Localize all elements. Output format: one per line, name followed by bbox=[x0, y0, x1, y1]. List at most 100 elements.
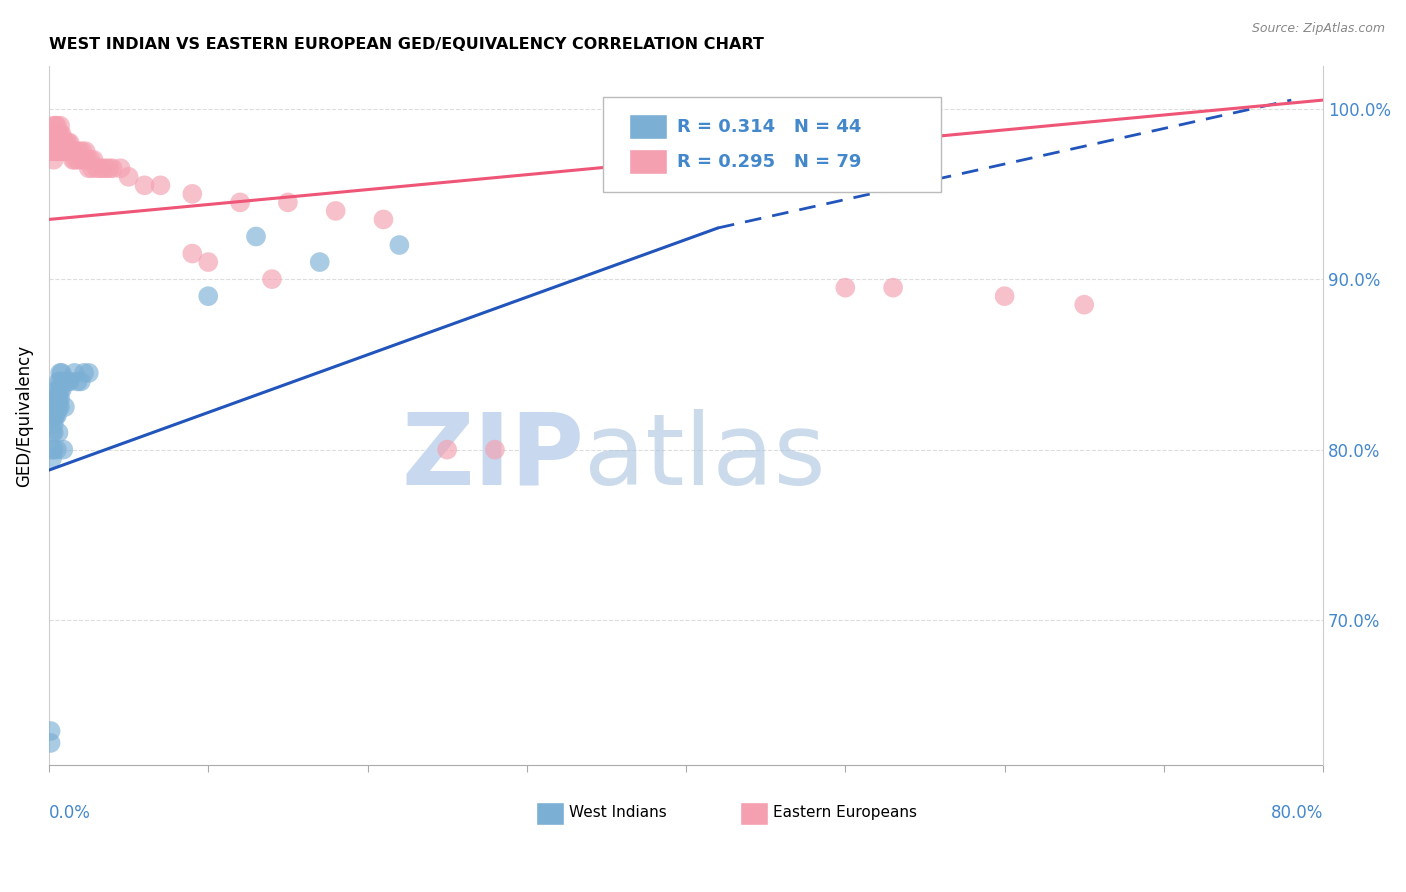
Point bbox=[42, 136, 65, 150]
Point bbox=[44, 127, 66, 141]
Bar bbox=[628, 149, 666, 174]
Text: WEST INDIAN VS EASTERN EUROPEAN GED/EQUIVALENCY CORRELATION CHART: WEST INDIAN VS EASTERN EUROPEAN GED/EQUI… bbox=[49, 37, 763, 53]
Point bbox=[41, 136, 63, 150]
Point bbox=[45, 392, 67, 406]
Point bbox=[197, 289, 219, 303]
Point bbox=[41, 145, 63, 159]
Point bbox=[51, 136, 73, 150]
Point bbox=[48, 425, 70, 440]
Point bbox=[86, 161, 108, 176]
Point bbox=[59, 136, 82, 150]
Point bbox=[63, 153, 86, 167]
Point bbox=[69, 153, 91, 167]
Point bbox=[66, 153, 89, 167]
Point bbox=[49, 366, 72, 380]
Point bbox=[45, 442, 67, 457]
Point bbox=[44, 409, 66, 423]
Text: atlas: atlas bbox=[583, 409, 825, 506]
Point bbox=[48, 145, 70, 159]
Point bbox=[49, 400, 72, 414]
Point bbox=[73, 366, 96, 380]
Point bbox=[197, 255, 219, 269]
Point bbox=[260, 272, 283, 286]
Point bbox=[59, 145, 82, 159]
Text: R = 0.295   N = 79: R = 0.295 N = 79 bbox=[678, 153, 862, 170]
Point bbox=[45, 136, 67, 150]
Point bbox=[49, 392, 72, 406]
Point bbox=[45, 119, 67, 133]
Point bbox=[44, 392, 66, 406]
Point bbox=[52, 145, 75, 159]
Point bbox=[110, 161, 132, 176]
Point bbox=[56, 145, 79, 159]
Point bbox=[63, 366, 86, 380]
Point bbox=[373, 212, 395, 227]
Bar bbox=[536, 802, 564, 824]
Point bbox=[49, 127, 72, 141]
Point bbox=[117, 169, 139, 184]
Point bbox=[39, 127, 62, 141]
Text: 0.0%: 0.0% bbox=[49, 804, 91, 822]
Point bbox=[48, 383, 70, 397]
Point bbox=[41, 451, 63, 466]
Text: West Indians: West Indians bbox=[569, 805, 666, 820]
Point bbox=[75, 145, 97, 159]
Bar bbox=[628, 114, 666, 139]
Point bbox=[229, 195, 252, 210]
Text: Eastern Europeans: Eastern Europeans bbox=[773, 805, 917, 820]
Point bbox=[49, 375, 72, 389]
Point bbox=[52, 442, 75, 457]
Point bbox=[277, 195, 299, 210]
Point bbox=[44, 145, 66, 159]
Point bbox=[48, 127, 70, 141]
Point bbox=[44, 409, 66, 423]
Point bbox=[72, 145, 94, 159]
Point bbox=[41, 127, 63, 141]
Point bbox=[44, 119, 66, 133]
Point bbox=[83, 153, 105, 167]
Point bbox=[42, 153, 65, 167]
Point bbox=[436, 442, 458, 457]
Point bbox=[44, 400, 66, 414]
Point bbox=[39, 136, 62, 150]
Point bbox=[308, 255, 330, 269]
Point bbox=[53, 400, 76, 414]
Point bbox=[48, 375, 70, 389]
Point bbox=[67, 145, 90, 159]
Point bbox=[45, 145, 67, 159]
Point bbox=[245, 229, 267, 244]
Point bbox=[882, 280, 904, 294]
Point bbox=[484, 442, 506, 457]
Point bbox=[42, 145, 65, 159]
Point bbox=[80, 161, 103, 176]
Point bbox=[45, 400, 67, 414]
Point bbox=[834, 280, 856, 294]
Point bbox=[49, 136, 72, 150]
Point bbox=[56, 136, 79, 150]
Point bbox=[62, 145, 84, 159]
Point bbox=[55, 136, 77, 150]
Point bbox=[181, 246, 204, 260]
Point bbox=[98, 161, 121, 176]
Point bbox=[51, 145, 73, 159]
Point bbox=[39, 145, 62, 159]
Point bbox=[42, 119, 65, 133]
Point bbox=[45, 383, 67, 397]
Point bbox=[994, 289, 1017, 303]
Point bbox=[60, 145, 83, 159]
Point bbox=[52, 375, 75, 389]
Point bbox=[55, 145, 77, 159]
Point bbox=[39, 724, 62, 739]
Point bbox=[66, 375, 89, 389]
Point bbox=[89, 161, 111, 176]
FancyBboxPatch shape bbox=[603, 97, 941, 192]
Point bbox=[48, 136, 70, 150]
Point bbox=[42, 127, 65, 141]
Point bbox=[1073, 298, 1095, 312]
Point bbox=[51, 366, 73, 380]
Point bbox=[73, 153, 96, 167]
Point bbox=[62, 153, 84, 167]
Point bbox=[76, 153, 98, 167]
Point bbox=[53, 136, 76, 150]
Point bbox=[101, 161, 124, 176]
